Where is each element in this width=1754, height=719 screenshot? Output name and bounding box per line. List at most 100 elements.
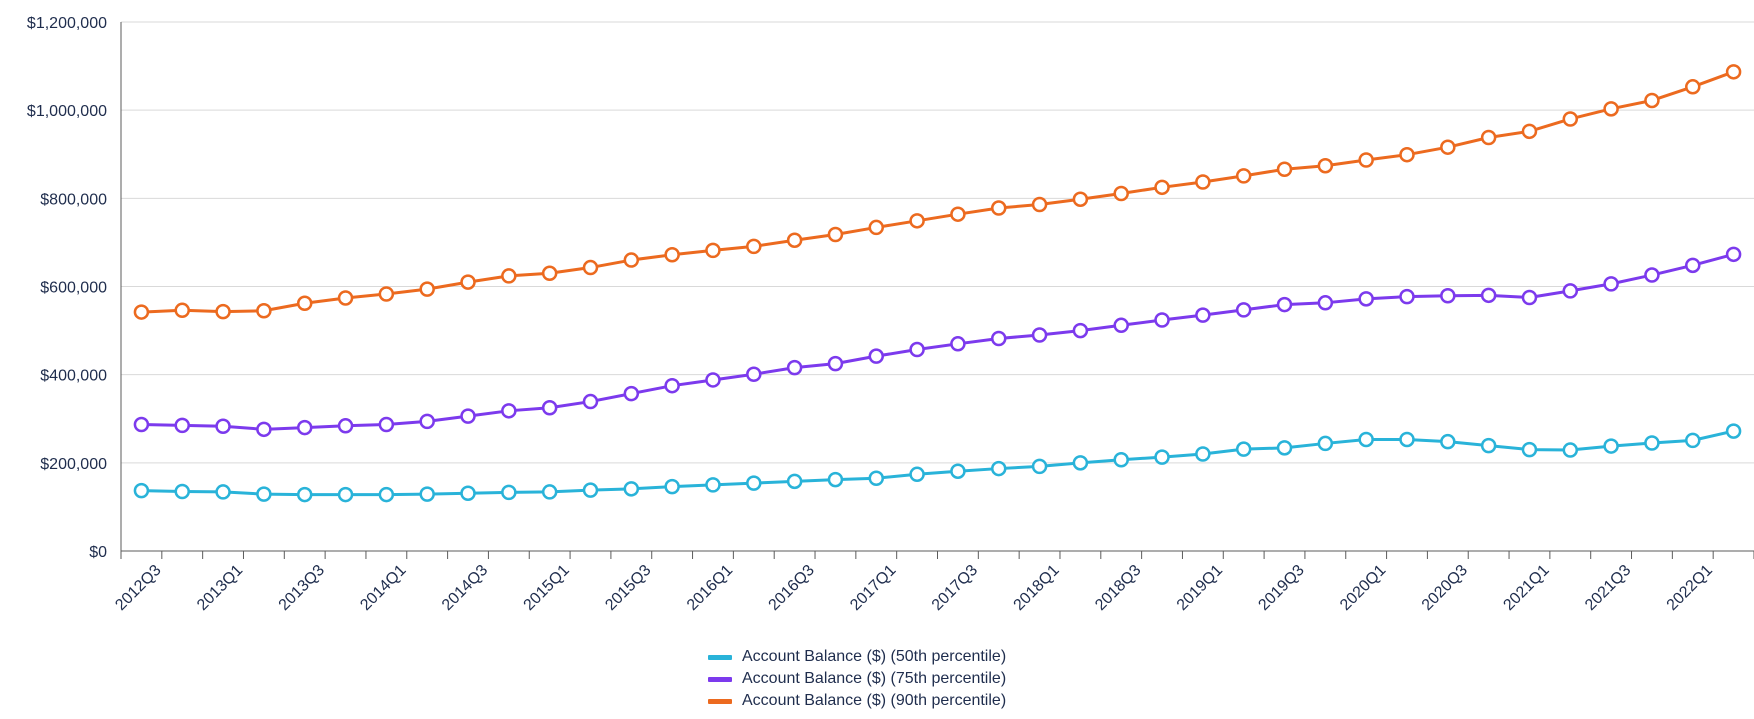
data-point xyxy=(378,286,395,302)
data-point xyxy=(868,348,885,364)
data-point xyxy=(1685,432,1701,449)
y-tick-label: $400,000 xyxy=(40,368,107,385)
data-point xyxy=(256,302,272,319)
data-point xyxy=(1031,458,1048,475)
legend-label-50th: Account Balance ($) (50th percentile) xyxy=(742,648,1007,665)
data-point xyxy=(623,385,640,402)
x-tick-label: 2019Q3 xyxy=(1255,562,1307,614)
y-tick-label: $1,000,000 xyxy=(27,103,107,120)
data-point xyxy=(746,366,762,382)
data-point xyxy=(296,295,313,312)
data-point xyxy=(1603,101,1619,117)
data-point xyxy=(827,355,844,372)
data-point xyxy=(950,206,966,222)
data-point xyxy=(1562,283,1579,299)
data-point xyxy=(1276,161,1293,177)
data-point xyxy=(541,484,558,500)
x-tick-label: 2017Q1 xyxy=(847,562,899,614)
x-tick-label: 2015Q1 xyxy=(521,562,573,614)
data-point xyxy=(460,485,476,502)
legend-label-75th: Account Balance ($) (75th percentile) xyxy=(742,670,1007,687)
data-point xyxy=(909,466,925,483)
data-point xyxy=(1235,168,1252,184)
series-line-1 xyxy=(141,252,1734,431)
data-point xyxy=(1480,437,1497,454)
series-line-2 xyxy=(141,70,1735,314)
data-point xyxy=(1358,291,1374,307)
data-point xyxy=(1480,287,1497,304)
data-point xyxy=(746,238,762,255)
data-point xyxy=(1562,111,1579,127)
data-point xyxy=(541,399,558,416)
x-tick-label: 2018Q1 xyxy=(1011,562,1063,614)
data-point xyxy=(786,232,803,248)
data-point xyxy=(1440,139,1456,155)
data-point xyxy=(909,213,925,229)
data-point xyxy=(337,290,354,306)
data-point xyxy=(623,252,640,268)
data-point xyxy=(1644,267,1660,283)
legend-item-75th: Account Balance ($) (75th percentile) xyxy=(708,668,1006,690)
data-point xyxy=(1317,295,1334,311)
data-point xyxy=(950,463,966,479)
data-point xyxy=(1317,435,1334,452)
data-point xyxy=(1113,451,1129,468)
data-point xyxy=(215,418,231,434)
data-point xyxy=(501,403,517,419)
x-tick-label: 2014Q1 xyxy=(357,562,409,614)
data-point xyxy=(1276,296,1293,313)
legend-swatch-90th xyxy=(708,698,732,704)
data-point xyxy=(133,304,150,320)
x-tick-label: 2021Q1 xyxy=(1500,562,1552,614)
data-point xyxy=(1154,312,1170,328)
data-point xyxy=(1031,327,1048,343)
legend-item-50th: Account Balance ($) (50th percentile) xyxy=(708,646,1006,668)
data-point xyxy=(1031,196,1048,213)
data-point xyxy=(1644,435,1660,451)
data-point xyxy=(664,478,680,495)
data-point xyxy=(664,377,680,394)
legend-swatch-75th xyxy=(708,676,732,682)
x-tick-label: 2013Q3 xyxy=(276,562,328,614)
data-point xyxy=(1072,455,1089,471)
data-point xyxy=(1195,174,1211,190)
data-point xyxy=(1480,129,1497,146)
data-point xyxy=(868,219,885,236)
data-point xyxy=(1072,322,1089,339)
data-point xyxy=(1603,438,1619,454)
x-tick-label: 2015Q3 xyxy=(602,562,654,614)
legend-item-90th: Account Balance ($) (90th percentile) xyxy=(708,690,1006,712)
data-point xyxy=(460,274,476,290)
data-point xyxy=(215,484,231,500)
data-point xyxy=(582,482,599,498)
data-point xyxy=(337,486,354,503)
data-point xyxy=(337,418,354,434)
data-point xyxy=(1399,288,1415,305)
data-point xyxy=(1276,440,1293,456)
data-point xyxy=(705,372,721,388)
x-tick-label: 2022Q1 xyxy=(1664,562,1716,614)
data-point xyxy=(1235,302,1252,318)
legend-swatch-50th xyxy=(708,654,732,660)
data-point xyxy=(501,484,517,501)
data-point xyxy=(174,302,190,319)
data-point xyxy=(786,359,803,376)
data-point xyxy=(1399,431,1415,448)
series-layer xyxy=(133,64,1742,503)
data-point xyxy=(623,481,640,497)
data-point xyxy=(1440,433,1456,450)
x-tick-label: 2020Q1 xyxy=(1337,562,1389,614)
data-point xyxy=(296,486,313,503)
data-point xyxy=(174,417,190,434)
data-point xyxy=(296,419,313,436)
data-point xyxy=(664,247,680,263)
data-point xyxy=(378,416,395,433)
data-point xyxy=(1521,123,1538,140)
data-point xyxy=(378,486,395,503)
x-tick-label: 2020Q3 xyxy=(1419,562,1471,614)
y-tick-label: $1,200,000 xyxy=(27,15,107,32)
data-point xyxy=(1154,449,1170,465)
data-point xyxy=(1685,79,1701,95)
